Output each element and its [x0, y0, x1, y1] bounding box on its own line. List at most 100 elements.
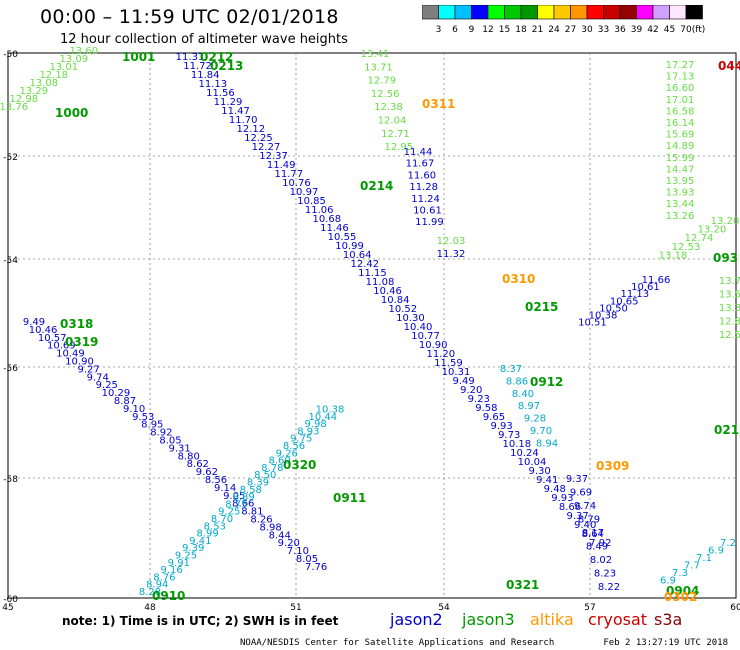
wave-height-value: 9.31 — [168, 443, 190, 454]
wave-height-value: 8.37 — [500, 364, 522, 375]
map-frame — [7, 52, 737, 599]
wave-height-value: 10.46 — [29, 325, 58, 336]
scale-swatch — [652, 5, 670, 20]
wave-height-value: 10.90 — [65, 357, 94, 368]
wave-height-value: 9.25 — [175, 551, 197, 562]
wave-height-value: 9.39 — [182, 543, 204, 554]
wave-height-value: 10.55 — [328, 232, 357, 243]
wave-height-value: 13.29 — [19, 86, 48, 97]
track-t6: 11.32 — [437, 249, 466, 260]
wave-height-value: 8.44 — [269, 530, 291, 541]
scale-label: 24 — [548, 25, 560, 35]
scale-swatch — [586, 5, 604, 20]
wave-height-value: 9.49 — [23, 317, 45, 328]
wave-height-value: 12.03 — [437, 236, 466, 247]
wave-height-value: 10.24 — [510, 448, 539, 459]
scale-swatch — [669, 5, 687, 20]
wave-height-value: 10.31 — [442, 367, 471, 378]
wave-height-value: 8.28 — [139, 587, 161, 598]
wave-height-value: 8.50 — [254, 470, 276, 481]
pass-time-label: 1001 — [122, 50, 155, 64]
wave-height-value: 8.94 — [146, 580, 168, 591]
longitude-tick-label: 60 — [730, 603, 740, 613]
wave-height-value: 8.39 — [247, 478, 269, 489]
wave-height-value: 9.37 — [566, 511, 588, 522]
wave-height-value: 13.01 — [49, 62, 78, 73]
wave-height-value: 13.20 — [698, 225, 727, 236]
wave-height-value: 13.20 — [711, 216, 740, 227]
wave-height-value: 12.56 — [371, 89, 400, 100]
pass-time-label: 0904 — [666, 584, 699, 598]
wave-height-value: 8.89 — [232, 492, 254, 503]
wave-height-value: 10.50 — [599, 303, 628, 314]
scale-label: 27 — [565, 25, 576, 35]
scale-swatch — [570, 5, 588, 20]
wave-height-value: 14.89 — [666, 141, 695, 152]
wave-height-value: 8.49 — [586, 542, 608, 553]
wave-height-value: 12.27 — [252, 142, 281, 153]
wave-height-value: 11.08 — [366, 277, 395, 288]
note-text: note: 1) Time is in UTC; 2) SWH is in fe… — [62, 614, 339, 628]
wave-height-value: 12.38 — [374, 102, 403, 113]
wave-height-value: 8.05 — [159, 436, 181, 447]
wave-height-value: 11.60 — [407, 170, 436, 181]
wave-height-value: 8.60 — [268, 456, 290, 467]
wave-height-value: 9.62 — [196, 467, 218, 478]
scale-swatch — [619, 5, 637, 20]
wave-height-value: 9.41 — [536, 475, 558, 486]
wave-height-value: 12.8 — [719, 317, 740, 328]
wave-height-value: 11.32 — [437, 249, 466, 260]
wave-height-value: 10.85 — [297, 196, 326, 207]
wave-height-value: 13.3 — [719, 303, 740, 314]
wave-height-value: 11.28 — [409, 182, 438, 193]
wave-height-value: 10.49 — [56, 349, 85, 360]
wave-height-value: 11.29 — [214, 97, 243, 108]
scale-swatch — [422, 5, 439, 20]
wave-height-value: 8.17 — [582, 528, 604, 539]
wave-height-value: 7.7 — [684, 561, 700, 572]
wave-height-value: 8.92 — [150, 428, 172, 439]
wave-height-value: 9.93 — [551, 493, 573, 504]
wave-height-value: 8.56 — [283, 441, 305, 452]
wave-height-value: 8.93 — [297, 426, 319, 437]
pass-time-label: 044 — [718, 59, 740, 73]
pass-time-label: 0318 — [60, 317, 93, 331]
wave-height-value: 9.40 — [574, 520, 596, 531]
latitude-tick-label: -52 — [3, 153, 18, 163]
wave-height-value: 7.76 — [305, 562, 327, 573]
wave-height-value: 13.08 — [29, 78, 58, 89]
wave-height-value: 13.93 — [666, 188, 695, 199]
wave-height-value: 13.60 — [69, 46, 98, 57]
pass-time-label: 0319 — [65, 335, 98, 349]
wave-height-value: 10.38 — [316, 405, 345, 416]
wave-height-value: 8.26 — [250, 515, 272, 526]
wave-height-value: 9.91 — [168, 558, 190, 569]
wave-height-value: 12.12 — [236, 124, 265, 135]
wave-height-value: 8.87 — [114, 396, 136, 407]
wave-height-value: 13.7 — [719, 276, 740, 287]
wave-height-value: 9.20 — [460, 385, 482, 396]
wave-height-value: 11.20 — [426, 349, 455, 360]
wave-height-value: 10.40 — [404, 322, 433, 333]
wave-height-value: 8.62 — [187, 459, 209, 470]
wave-height-value: 7.92 — [589, 538, 611, 549]
wave-height-value: 9.53 — [132, 412, 154, 423]
track-t10: 13.7 13.5 13.3 12.8 12.5 — [719, 276, 740, 341]
pass-time-label: 0214 — [360, 179, 393, 193]
scale-label: 18 — [515, 25, 527, 35]
wave-height-value: 12.18 — [39, 70, 68, 81]
legend-altika: altika — [530, 610, 574, 629]
track-t12: 8.288.948.769.169.919.259.399.418.998.53… — [139, 405, 344, 599]
wave-height-value: 9.25 — [218, 507, 240, 518]
wave-height-value: 9.05 — [223, 491, 245, 502]
wave-height-value: 9.69 — [570, 488, 592, 499]
scale-label: 42 — [647, 25, 658, 35]
longitude-tick-label: 54 — [438, 603, 450, 613]
scale-swatch — [603, 5, 621, 20]
wave-height-value: 9.73 — [498, 430, 520, 441]
track-t13: 8.378.86 8.408.97 9.289.708.94 — [500, 364, 558, 449]
wave-height-value: 9.74 — [87, 372, 109, 383]
wave-height-value: 14.47 — [666, 164, 695, 175]
